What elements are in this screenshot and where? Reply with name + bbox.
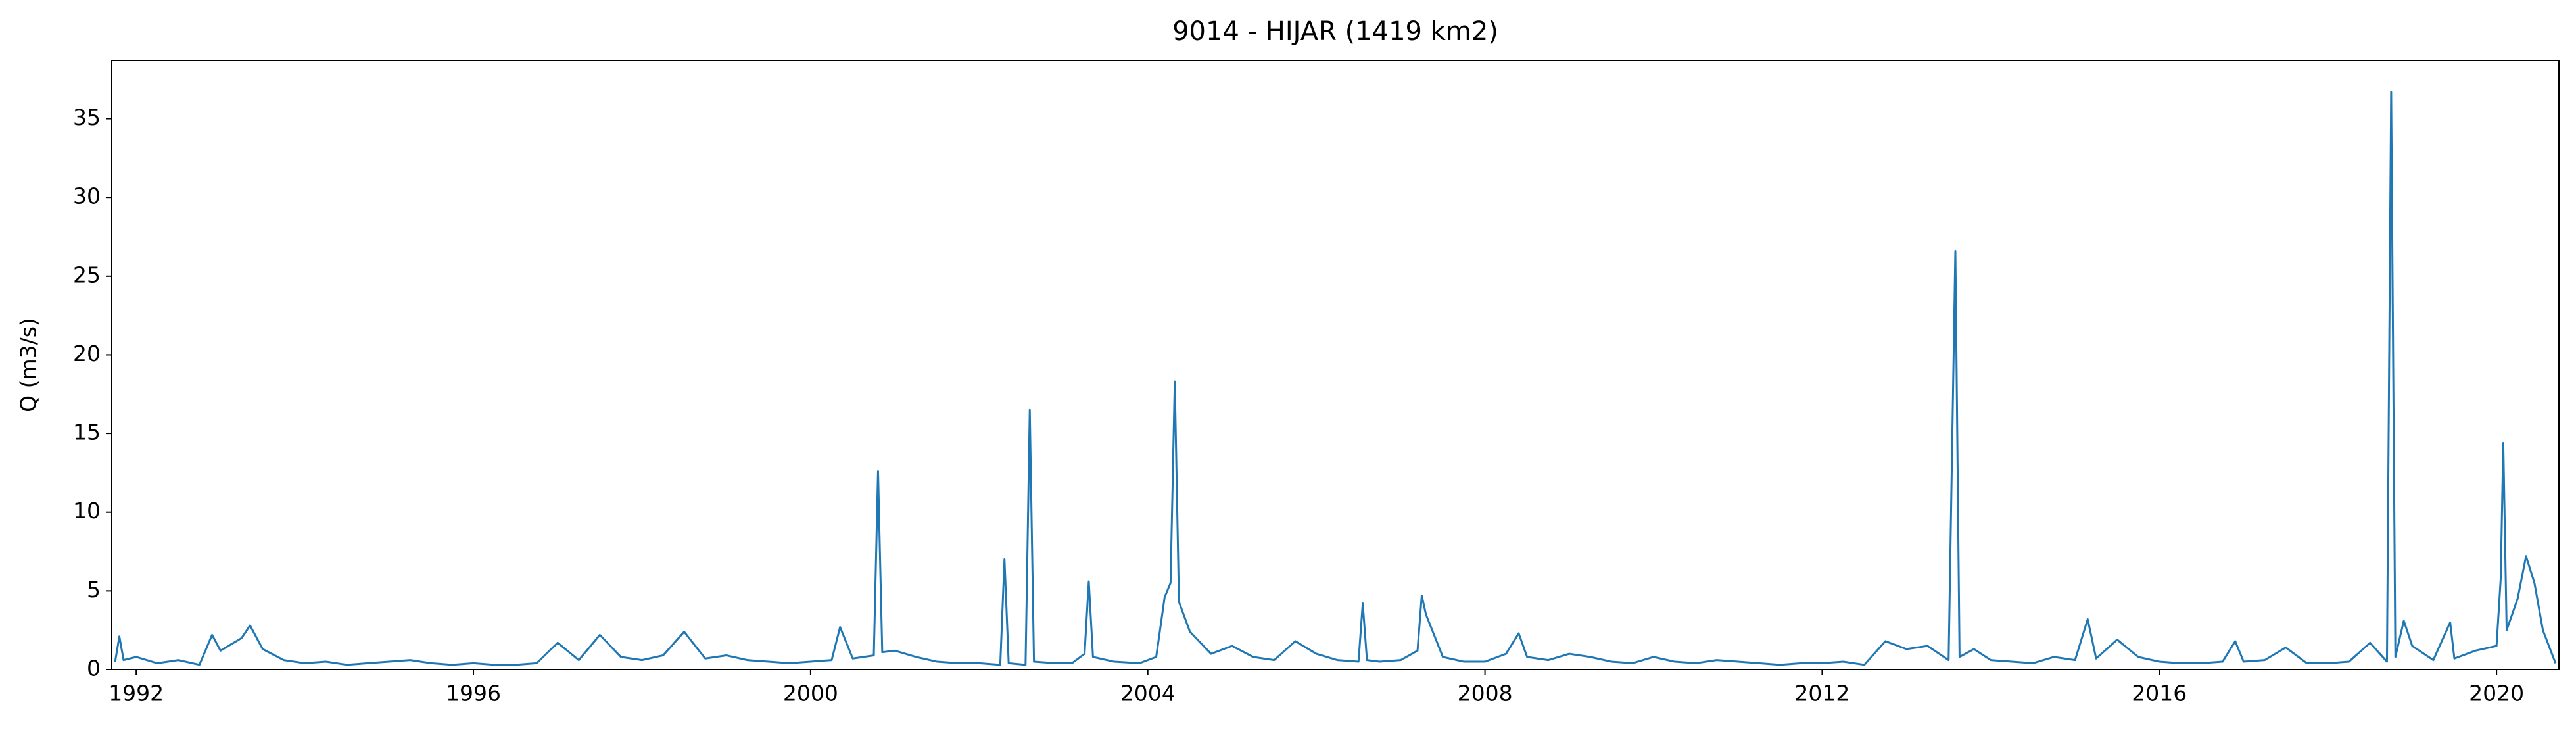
y-tick-label: 25 [73, 262, 101, 287]
x-tick-label: 1992 [108, 681, 164, 706]
y-tick-label: 15 [73, 420, 101, 445]
y-tick-label: 30 [73, 184, 101, 209]
x-tick-label: 2016 [2132, 681, 2187, 706]
y-axis-label: Q (m3/s) [16, 318, 41, 412]
y-tick-label: 0 [87, 656, 101, 681]
y-tick-label: 20 [73, 341, 101, 366]
y-tick-label: 10 [73, 498, 101, 524]
x-tick-label: 2020 [2469, 681, 2524, 706]
x-tick-label: 2012 [1794, 681, 1849, 706]
x-tick-label: 2000 [783, 681, 838, 706]
line [114, 91, 2557, 666]
y-tick-label: 35 [73, 105, 101, 130]
x-tick-label: 2008 [1458, 681, 1513, 706]
x-tick-label: 1996 [446, 681, 501, 706]
x-tick-label: 2004 [1120, 681, 1176, 706]
y-tick-label: 5 [87, 577, 101, 602]
chart-title: 9014 - HIJAR (1419 km2) [1172, 16, 1498, 47]
plot-frame [111, 60, 2560, 670]
